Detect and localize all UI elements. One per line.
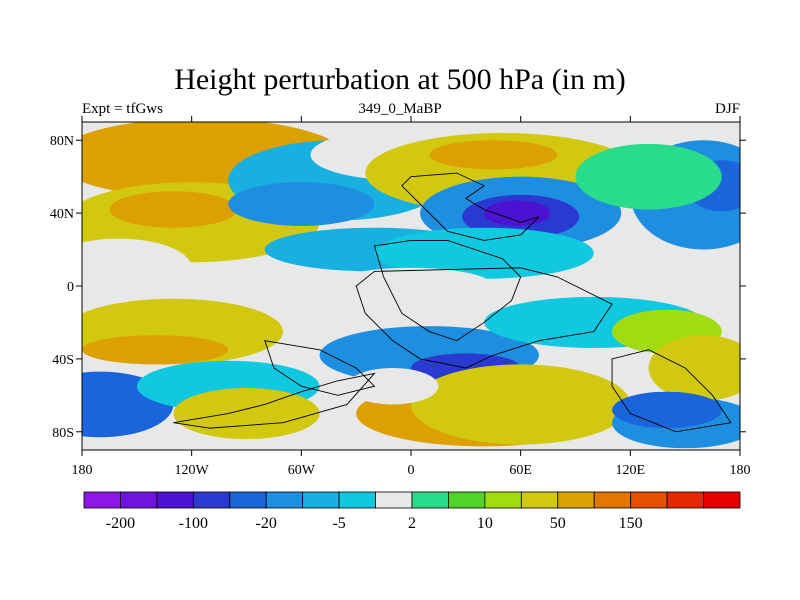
- colorbar-swatch-1: [120, 491, 158, 509]
- colorbar-swatch-16: [666, 491, 704, 509]
- x-tick-label: 180: [730, 463, 751, 478]
- right-label: DJF: [714, 101, 740, 117]
- field-contour-fill-32: [347, 368, 439, 405]
- colorbar-swatch-3: [192, 491, 231, 509]
- field-contour-fill-7: [429, 140, 558, 170]
- field-contour-fill-13: [575, 143, 722, 210]
- coastline-polygon-3: [264, 340, 376, 396]
- x-tick-label: 0: [408, 463, 415, 478]
- x-tick-label: 120E: [616, 463, 646, 478]
- colorbar-swatch-8: [375, 491, 413, 509]
- field-contour-fill-16: [82, 238, 192, 297]
- x-tick-label: 180: [72, 463, 93, 478]
- field-contour-fill-22: [173, 388, 320, 440]
- colorbar-label: -20: [256, 515, 277, 532]
- colorbar-swatch-5: [265, 491, 304, 509]
- colorbar-label: -5: [332, 515, 345, 532]
- colorbar-swatch-15: [630, 491, 668, 509]
- colorbar-swatch-6: [302, 491, 340, 509]
- colorbar-swatch-13: [557, 491, 595, 509]
- coastline-polygon-5: [611, 349, 732, 433]
- field-contour-fill-4: [228, 182, 375, 226]
- colorbar-label: 50: [550, 515, 566, 532]
- field-contour-fill-29: [648, 335, 740, 401]
- field-contour-fill-2: [109, 191, 238, 228]
- coastline-polygon-1: [373, 239, 522, 342]
- x-tick-label: 60W: [288, 463, 316, 478]
- y-tick-label: 80N: [50, 134, 74, 149]
- colorbar-label: -100: [179, 515, 208, 532]
- x-tick-label: 120W: [175, 463, 210, 478]
- x-tick-label: 60E: [509, 463, 532, 478]
- colorbar-label: 10: [477, 515, 493, 532]
- y-tick-label: 40N: [50, 207, 74, 222]
- field-contour-fill-31: [612, 391, 722, 429]
- colorbar-swatch-17: [703, 491, 741, 509]
- center-label: 349_0_MaBP: [358, 101, 442, 117]
- colorbar-swatch-9: [411, 491, 449, 509]
- colorbar-swatch-12: [520, 491, 559, 509]
- field-contour-fill-17: [328, 267, 494, 305]
- chart-title: Height perturbation at 500 hPa (in m): [174, 63, 626, 96]
- left-label: Expt = tfGws: [82, 101, 163, 117]
- field-contour-fill-19: [82, 335, 229, 365]
- colorbar-swatch-7: [338, 491, 376, 509]
- colorbar-swatch-10: [448, 491, 486, 509]
- height-field: [82, 122, 740, 449]
- y-tick-label: 80S: [52, 426, 74, 441]
- coastline-polygon-0: [401, 172, 540, 241]
- colorbar-swatch-4: [229, 491, 267, 509]
- y-tick-label: 40S: [52, 353, 74, 368]
- colorbar-swatch-2: [156, 491, 194, 509]
- colorbar-label: -200: [106, 515, 135, 532]
- colorbar-swatch-14: [593, 491, 632, 509]
- colorbar-swatch-11: [484, 491, 522, 509]
- colorbar-label: 150: [619, 515, 643, 532]
- coastlines: [173, 172, 732, 433]
- colorbar-label: 2: [408, 515, 416, 532]
- coastline-polygon-2: [355, 267, 613, 369]
- field-contour-fill-26: [411, 364, 631, 445]
- y-tick-label: 0: [67, 280, 74, 295]
- coastline-polygon-4: [173, 372, 376, 429]
- colorbar-swatch-0: [83, 491, 121, 509]
- field-contour-fill-10: [484, 200, 550, 226]
